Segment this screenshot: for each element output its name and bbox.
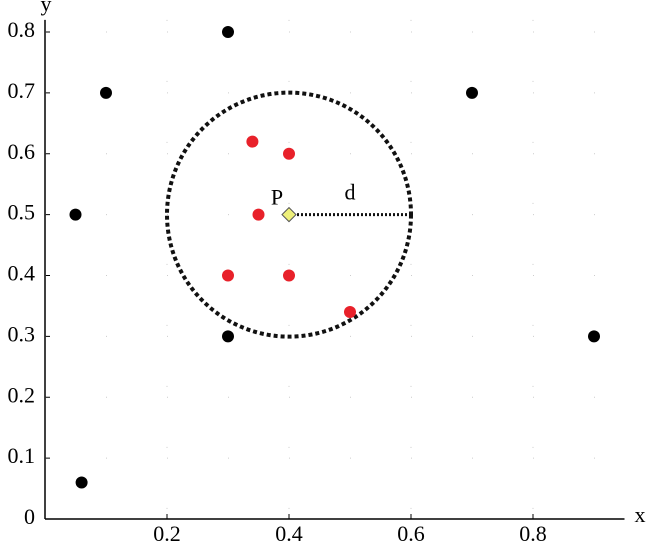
- y-tick-label: 0.6: [8, 139, 36, 164]
- point-p: [281, 206, 297, 223]
- y-tick-label: 0.2: [8, 382, 36, 407]
- point: [252, 208, 265, 221]
- y-tick-label: 0.3: [8, 321, 36, 346]
- x-tick-label: 0.2: [153, 521, 181, 546]
- y-axis-label: y: [41, 0, 52, 16]
- point: [283, 147, 295, 160]
- point: [100, 86, 112, 99]
- x-tick-label: 0.6: [397, 521, 425, 546]
- y-tick-label: 0.5: [8, 200, 36, 225]
- y-tick-label: 0.7: [8, 78, 36, 103]
- point: [69, 208, 82, 221]
- x-tick-label: 0.4: [275, 521, 303, 546]
- y-tick-label: 0.8: [8, 17, 36, 42]
- y-tick-label: 0.1: [8, 443, 36, 468]
- point: [246, 135, 259, 148]
- point: [75, 476, 88, 489]
- x-tick-label: 0.8: [519, 521, 547, 546]
- point: [222, 330, 234, 343]
- point: [466, 86, 478, 99]
- point-label: P: [271, 185, 283, 210]
- x-axis-label: x: [635, 502, 646, 527]
- y-tick-label: 0: [24, 504, 35, 529]
- radius-label: d: [345, 180, 356, 205]
- point: [222, 26, 234, 38]
- point: [588, 330, 600, 343]
- point: [222, 269, 234, 282]
- y-tick-label: 0.4: [8, 261, 36, 286]
- point: [283, 269, 295, 282]
- point: [344, 306, 356, 319]
